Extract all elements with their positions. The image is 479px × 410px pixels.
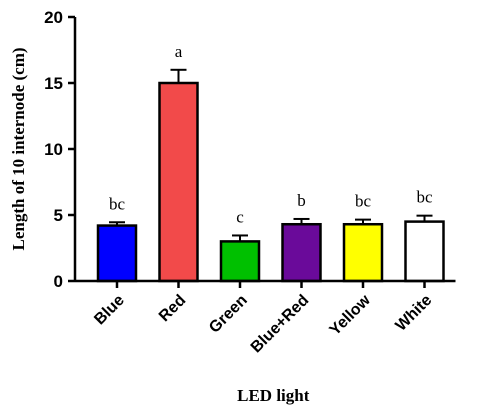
x-tick-label: Yellow [327,291,375,339]
significance-label: a [175,42,183,61]
bar-yellow [342,222,384,283]
significance-label: bc [109,194,126,213]
bar-green [219,240,261,283]
x-axis-title: LED light [237,386,310,405]
bar-blue [96,224,138,283]
plot-area: 0 5 10 15 20 bc Blue a Red c Green b Blue+Red bc Yello… [44,8,456,357]
x-tick-label: White [393,292,436,335]
y-tick-label: 20 [44,8,63,27]
significance-label: c [236,207,244,226]
significance-label: bc [416,188,433,207]
y-tick-label: 5 [54,206,63,225]
y-tick-label: 0 [54,272,63,291]
y-tick-label: 10 [44,140,63,159]
x-tick-label: Blue [91,292,128,329]
y-axis-title: Length of 10 internode (cm) [9,47,28,250]
y-tick-label: 15 [44,74,63,93]
bar-red [158,81,199,283]
significance-label: bc [355,192,372,211]
x-tick-label: Red [156,292,189,325]
bar-white [404,220,445,283]
significance-label: b [297,191,306,210]
bar-blue-red [281,222,322,283]
x-tick-label: Green [206,292,251,337]
x-tick-label: Blue+Red [248,292,313,357]
